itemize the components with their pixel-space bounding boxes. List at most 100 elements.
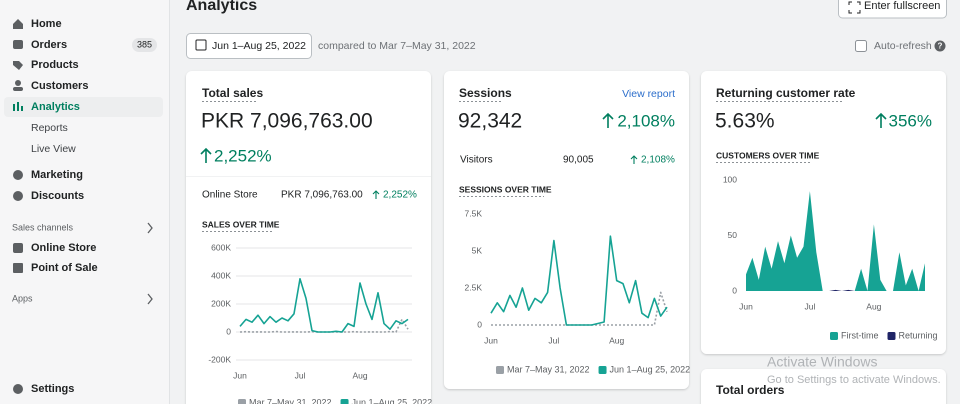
y-tick-label: 0: [732, 285, 737, 295]
nav-item-active[interactable]: Analytics: [31, 101, 80, 113]
marketing-icon: [13, 170, 23, 180]
y-tick-label: 100: [723, 174, 737, 184]
charts: -200K 0 200K 400K 600K Jun Jul Aug Mar 7–May 31,…: [208, 174, 938, 404]
date-range[interactable]: Jun 1–Aug 25, 2022: [212, 40, 306, 52]
orders-icon: [13, 40, 23, 49]
up-arrow: [372, 190, 380, 199]
watermark-text: Go to Settings to activate Windows.: [767, 374, 941, 386]
y-tick-label: 7.5K: [465, 208, 483, 218]
pos-icon: [13, 263, 23, 273]
nav-item[interactable]: Settings: [31, 383, 74, 395]
line: [490, 235, 668, 326]
card-title: Returning customer rate: [716, 86, 856, 100]
customers-icon: [15, 80, 21, 86]
chart-title: SESSIONS OVER TIME: [459, 184, 552, 194]
y-tick-label: 600K: [211, 242, 231, 252]
home-icon: [13, 19, 23, 29]
x-tick-label: Jul: [548, 335, 559, 345]
chart-title: CUSTOMERS OVER TIME: [716, 150, 820, 160]
nav-item[interactable]: Home: [31, 18, 62, 30]
breakdown-value: 90,005: [563, 155, 594, 166]
nav-item[interactable]: Online Store: [31, 242, 96, 254]
card-title: Sessions: [459, 86, 512, 100]
nav-item[interactable]: Orders: [31, 39, 67, 51]
fullscreen-label[interactable]: Enter fullscreen: [864, 0, 940, 12]
section-heading[interactable]: Sales channels: [12, 222, 74, 232]
y-tick-label: 50: [728, 230, 738, 240]
auto-refresh-label[interactable]: Auto-refresh: [874, 40, 932, 52]
nav-item[interactable]: Marketing: [31, 169, 83, 181]
legend-label: Mar 7–May 31, 2022: [249, 397, 332, 404]
fullscreen-button[interactable]: [838, 0, 947, 19]
chevron[interactable]: [147, 222, 153, 234]
comparison-text: compared to Mar 7–May 31, 2022: [318, 40, 476, 52]
settings-icon: [13, 384, 23, 394]
help-icon[interactable]: [934, 40, 946, 52]
up-arrow: [602, 112, 614, 128]
legend-swatch: [340, 399, 349, 404]
up-arrow: [630, 155, 638, 164]
chevron[interactable]: [147, 293, 153, 305]
analytics-icon: [13, 104, 15, 111]
up-arrow: [200, 147, 212, 163]
badge-bg: [132, 38, 157, 52]
help-icon-glyph: ?: [938, 42, 943, 51]
breakdown-label: Visitors: [460, 155, 493, 166]
x-tick-label: Jul: [804, 301, 815, 311]
up-arrow: [875, 112, 887, 128]
x-tick-label: Jul: [295, 370, 306, 380]
legend-swatch: [598, 366, 607, 374]
legend-label: Jun 1–Aug 25, 2022: [610, 364, 691, 374]
watermark-title: Activate Windows: [767, 354, 877, 370]
section-heading[interactable]: Apps: [12, 293, 33, 303]
area: [746, 191, 925, 291]
page-title: Analytics: [186, 0, 257, 14]
metric-change: 2,108%: [617, 111, 675, 130]
y-tick-label: -200K: [208, 354, 231, 364]
x-tick-label: Jun: [484, 335, 498, 345]
metric-change: 356%: [889, 111, 932, 130]
date-button[interactable]: [186, 33, 312, 59]
breakdown-change: 2,252%: [383, 190, 417, 201]
legend-swatch: [887, 332, 896, 340]
card-title: Total sales: [202, 86, 263, 100]
legend-label: Mar 7–May 31, 2022: [507, 364, 590, 374]
orders-badge: 385: [137, 39, 152, 49]
y-tick-label: 2.5K: [465, 282, 483, 292]
breakdown-value: PKR 7,096,763.00: [281, 190, 363, 201]
nav-item[interactable]: Products: [31, 59, 79, 71]
customers-icon-body: [13, 87, 23, 91]
metric-value: PKR 7,096,763.00: [201, 110, 373, 133]
view-report-link[interactable]: View report: [622, 88, 675, 100]
active-nav-bg: [4, 97, 163, 117]
calendar-icon: [195, 39, 207, 51]
fullscreen-icon: [848, 1, 861, 14]
legend-swatch: [830, 332, 838, 340]
breakdown-change: 2,108%: [641, 155, 675, 166]
y-tick-label: 5K: [472, 245, 483, 255]
breakdown-label: Online Store: [202, 190, 258, 201]
nav-item[interactable]: Customers: [31, 80, 88, 92]
legend-label: Returning: [899, 330, 938, 340]
products-icon: [13, 61, 23, 70]
metric-value: 92,342: [458, 110, 522, 133]
legend-swatch: [238, 399, 246, 404]
chart-title: SALES OVER TIME: [202, 219, 280, 229]
y-tick-label: 0: [477, 319, 482, 329]
metric-change: 2,252%: [214, 146, 272, 165]
x-tick-label: Jun: [233, 370, 247, 380]
line: [239, 278, 409, 333]
legend-swatch: [496, 366, 504, 374]
legend-label: First-time: [841, 330, 879, 340]
nav-item[interactable]: Discounts: [31, 190, 84, 202]
nav-subitem[interactable]: Live View: [31, 143, 76, 155]
y-tick-label: 200K: [211, 298, 231, 308]
nav-item[interactable]: Point of Sale: [31, 262, 98, 274]
nav-icons: [13, 19, 23, 394]
metric-value: 5.63%: [715, 110, 775, 133]
auto-refresh-checkbox[interactable]: [855, 40, 867, 52]
analytics-icon: [17, 102, 19, 111]
nav-subitem[interactable]: Reports: [31, 122, 68, 134]
sidebar: [0, 0, 169, 404]
analytics-icon: [21, 106, 23, 111]
